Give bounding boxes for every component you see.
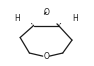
Text: O: O [43,8,49,17]
Text: H: H [72,14,78,23]
Text: O: O [43,52,49,61]
Text: H: H [14,14,20,23]
